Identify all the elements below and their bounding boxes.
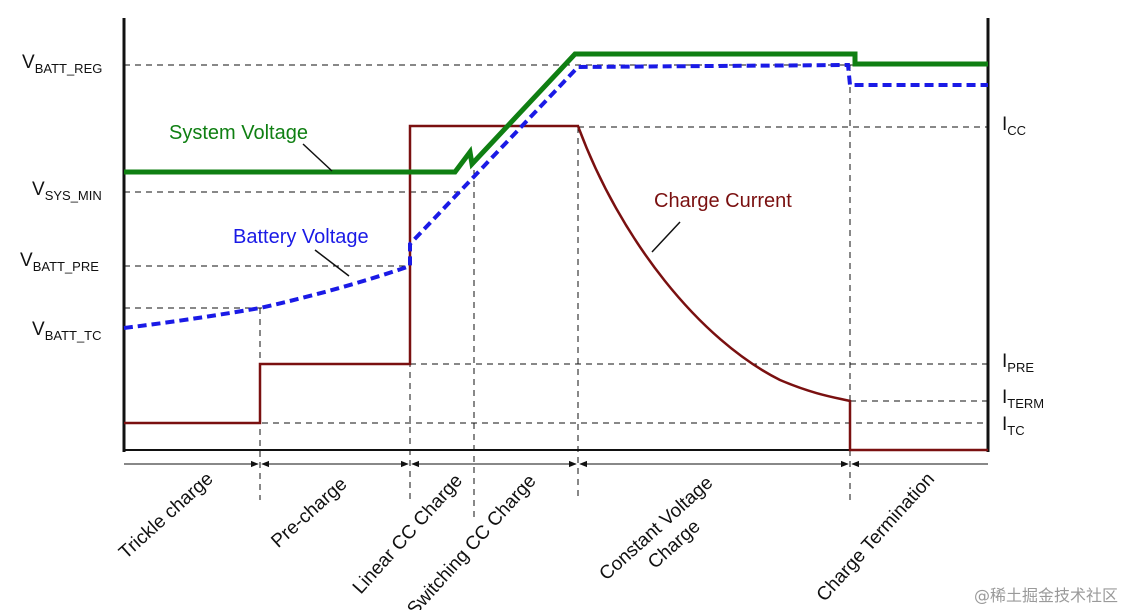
phase-boundaries xyxy=(259,65,851,520)
battery-voltage-leader xyxy=(314,249,350,277)
label-vbatt-pre: VBATT_PRE xyxy=(20,250,99,274)
label-vbatt-tc: VBATT_TC xyxy=(32,319,102,343)
phase-label-termination: Charge Termination xyxy=(813,469,939,606)
label-iterm: ITERM xyxy=(1002,387,1044,411)
system-voltage-label: System Voltage xyxy=(169,122,308,144)
label-itc: ITC xyxy=(1002,414,1025,438)
phase-label-pre: Pre-charge xyxy=(267,474,351,553)
axes xyxy=(122,18,990,452)
battery-voltage-curve xyxy=(123,62,988,330)
phase-label-switching-cc: Switching CC Charge xyxy=(403,471,540,610)
label-leaders xyxy=(302,143,681,277)
level-guides xyxy=(124,64,988,424)
charge-current-leader xyxy=(651,221,681,253)
phase-label-trickle: Trickle charge xyxy=(115,468,217,563)
phase-label-cv: Constant Voltage Charge xyxy=(596,469,738,603)
charge-current-curve xyxy=(124,124,988,452)
watermark: @稀土掘金技术社区 xyxy=(974,586,1118,605)
charge-current-label: Charge Current xyxy=(654,190,792,212)
label-icc: ICC xyxy=(1002,114,1026,138)
system-voltage-curve xyxy=(124,51,988,175)
label-vbatt-reg: VBATT_REG xyxy=(22,52,102,76)
label-ipre: IPRE xyxy=(1002,351,1034,375)
battery-voltage-label: Battery Voltage xyxy=(233,226,369,248)
system-voltage-leader xyxy=(302,143,333,172)
label-vsys-min: VSYS_MIN xyxy=(32,179,102,203)
